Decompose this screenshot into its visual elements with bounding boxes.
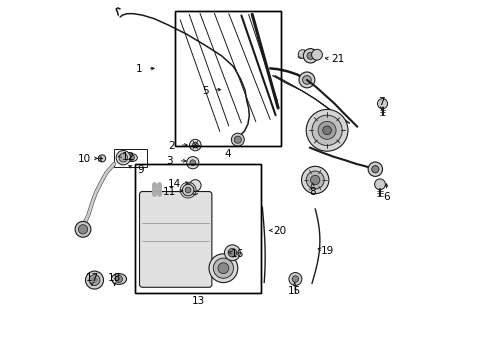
- Circle shape: [303, 49, 318, 63]
- Bar: [175, 11, 281, 146]
- Text: 6: 6: [383, 192, 390, 202]
- Text: 19: 19: [321, 246, 335, 256]
- Circle shape: [193, 142, 198, 148]
- Circle shape: [185, 187, 191, 193]
- Circle shape: [231, 133, 245, 146]
- Circle shape: [92, 278, 97, 283]
- Circle shape: [318, 121, 336, 139]
- Text: 8: 8: [309, 186, 316, 197]
- FancyBboxPatch shape: [140, 192, 212, 287]
- Text: 20: 20: [274, 226, 287, 236]
- Text: 9: 9: [137, 165, 144, 175]
- Text: 21: 21: [331, 54, 344, 64]
- Text: 11: 11: [163, 186, 176, 197]
- Text: 10: 10: [78, 154, 91, 164]
- Ellipse shape: [111, 274, 126, 284]
- Bar: [135, 164, 261, 293]
- Circle shape: [116, 275, 122, 283]
- Text: 12: 12: [122, 152, 135, 162]
- Circle shape: [187, 157, 199, 169]
- Text: 7: 7: [378, 96, 385, 107]
- Circle shape: [311, 175, 320, 185]
- Text: 4: 4: [225, 149, 231, 159]
- Circle shape: [129, 155, 134, 161]
- Text: 3: 3: [166, 156, 172, 166]
- Bar: [135, 164, 261, 293]
- Circle shape: [218, 263, 229, 274]
- Circle shape: [190, 139, 201, 151]
- Circle shape: [86, 271, 103, 289]
- Circle shape: [368, 162, 383, 176]
- Text: 17: 17: [85, 273, 98, 283]
- Circle shape: [374, 179, 386, 190]
- Text: 15: 15: [288, 285, 301, 296]
- Circle shape: [301, 166, 329, 194]
- Circle shape: [213, 258, 233, 278]
- Circle shape: [78, 225, 88, 234]
- Circle shape: [190, 180, 201, 191]
- Circle shape: [182, 184, 194, 196]
- Circle shape: [299, 72, 315, 88]
- Circle shape: [312, 115, 342, 145]
- Circle shape: [116, 150, 130, 165]
- Circle shape: [89, 275, 100, 285]
- Circle shape: [298, 50, 307, 58]
- Circle shape: [289, 273, 302, 285]
- Circle shape: [209, 254, 238, 283]
- Text: 16: 16: [230, 249, 244, 259]
- Text: 13: 13: [192, 296, 205, 306]
- Circle shape: [119, 153, 127, 162]
- Text: 14: 14: [168, 179, 181, 189]
- Circle shape: [377, 99, 388, 109]
- Circle shape: [323, 126, 331, 135]
- Circle shape: [307, 52, 314, 59]
- Circle shape: [312, 49, 322, 60]
- Circle shape: [306, 109, 348, 151]
- Circle shape: [303, 76, 311, 84]
- Circle shape: [306, 171, 324, 189]
- Circle shape: [224, 245, 240, 261]
- Circle shape: [372, 166, 379, 173]
- Circle shape: [75, 221, 91, 237]
- Bar: [175, 11, 281, 146]
- Text: 5: 5: [202, 86, 209, 96]
- Text: 2: 2: [168, 141, 174, 151]
- Text: 18: 18: [108, 273, 122, 283]
- Circle shape: [234, 136, 242, 143]
- Circle shape: [292, 276, 298, 282]
- Circle shape: [228, 248, 237, 257]
- Ellipse shape: [126, 154, 137, 162]
- Text: 1: 1: [136, 64, 142, 74]
- Circle shape: [98, 155, 106, 162]
- Circle shape: [190, 160, 196, 166]
- Bar: [114, 149, 147, 167]
